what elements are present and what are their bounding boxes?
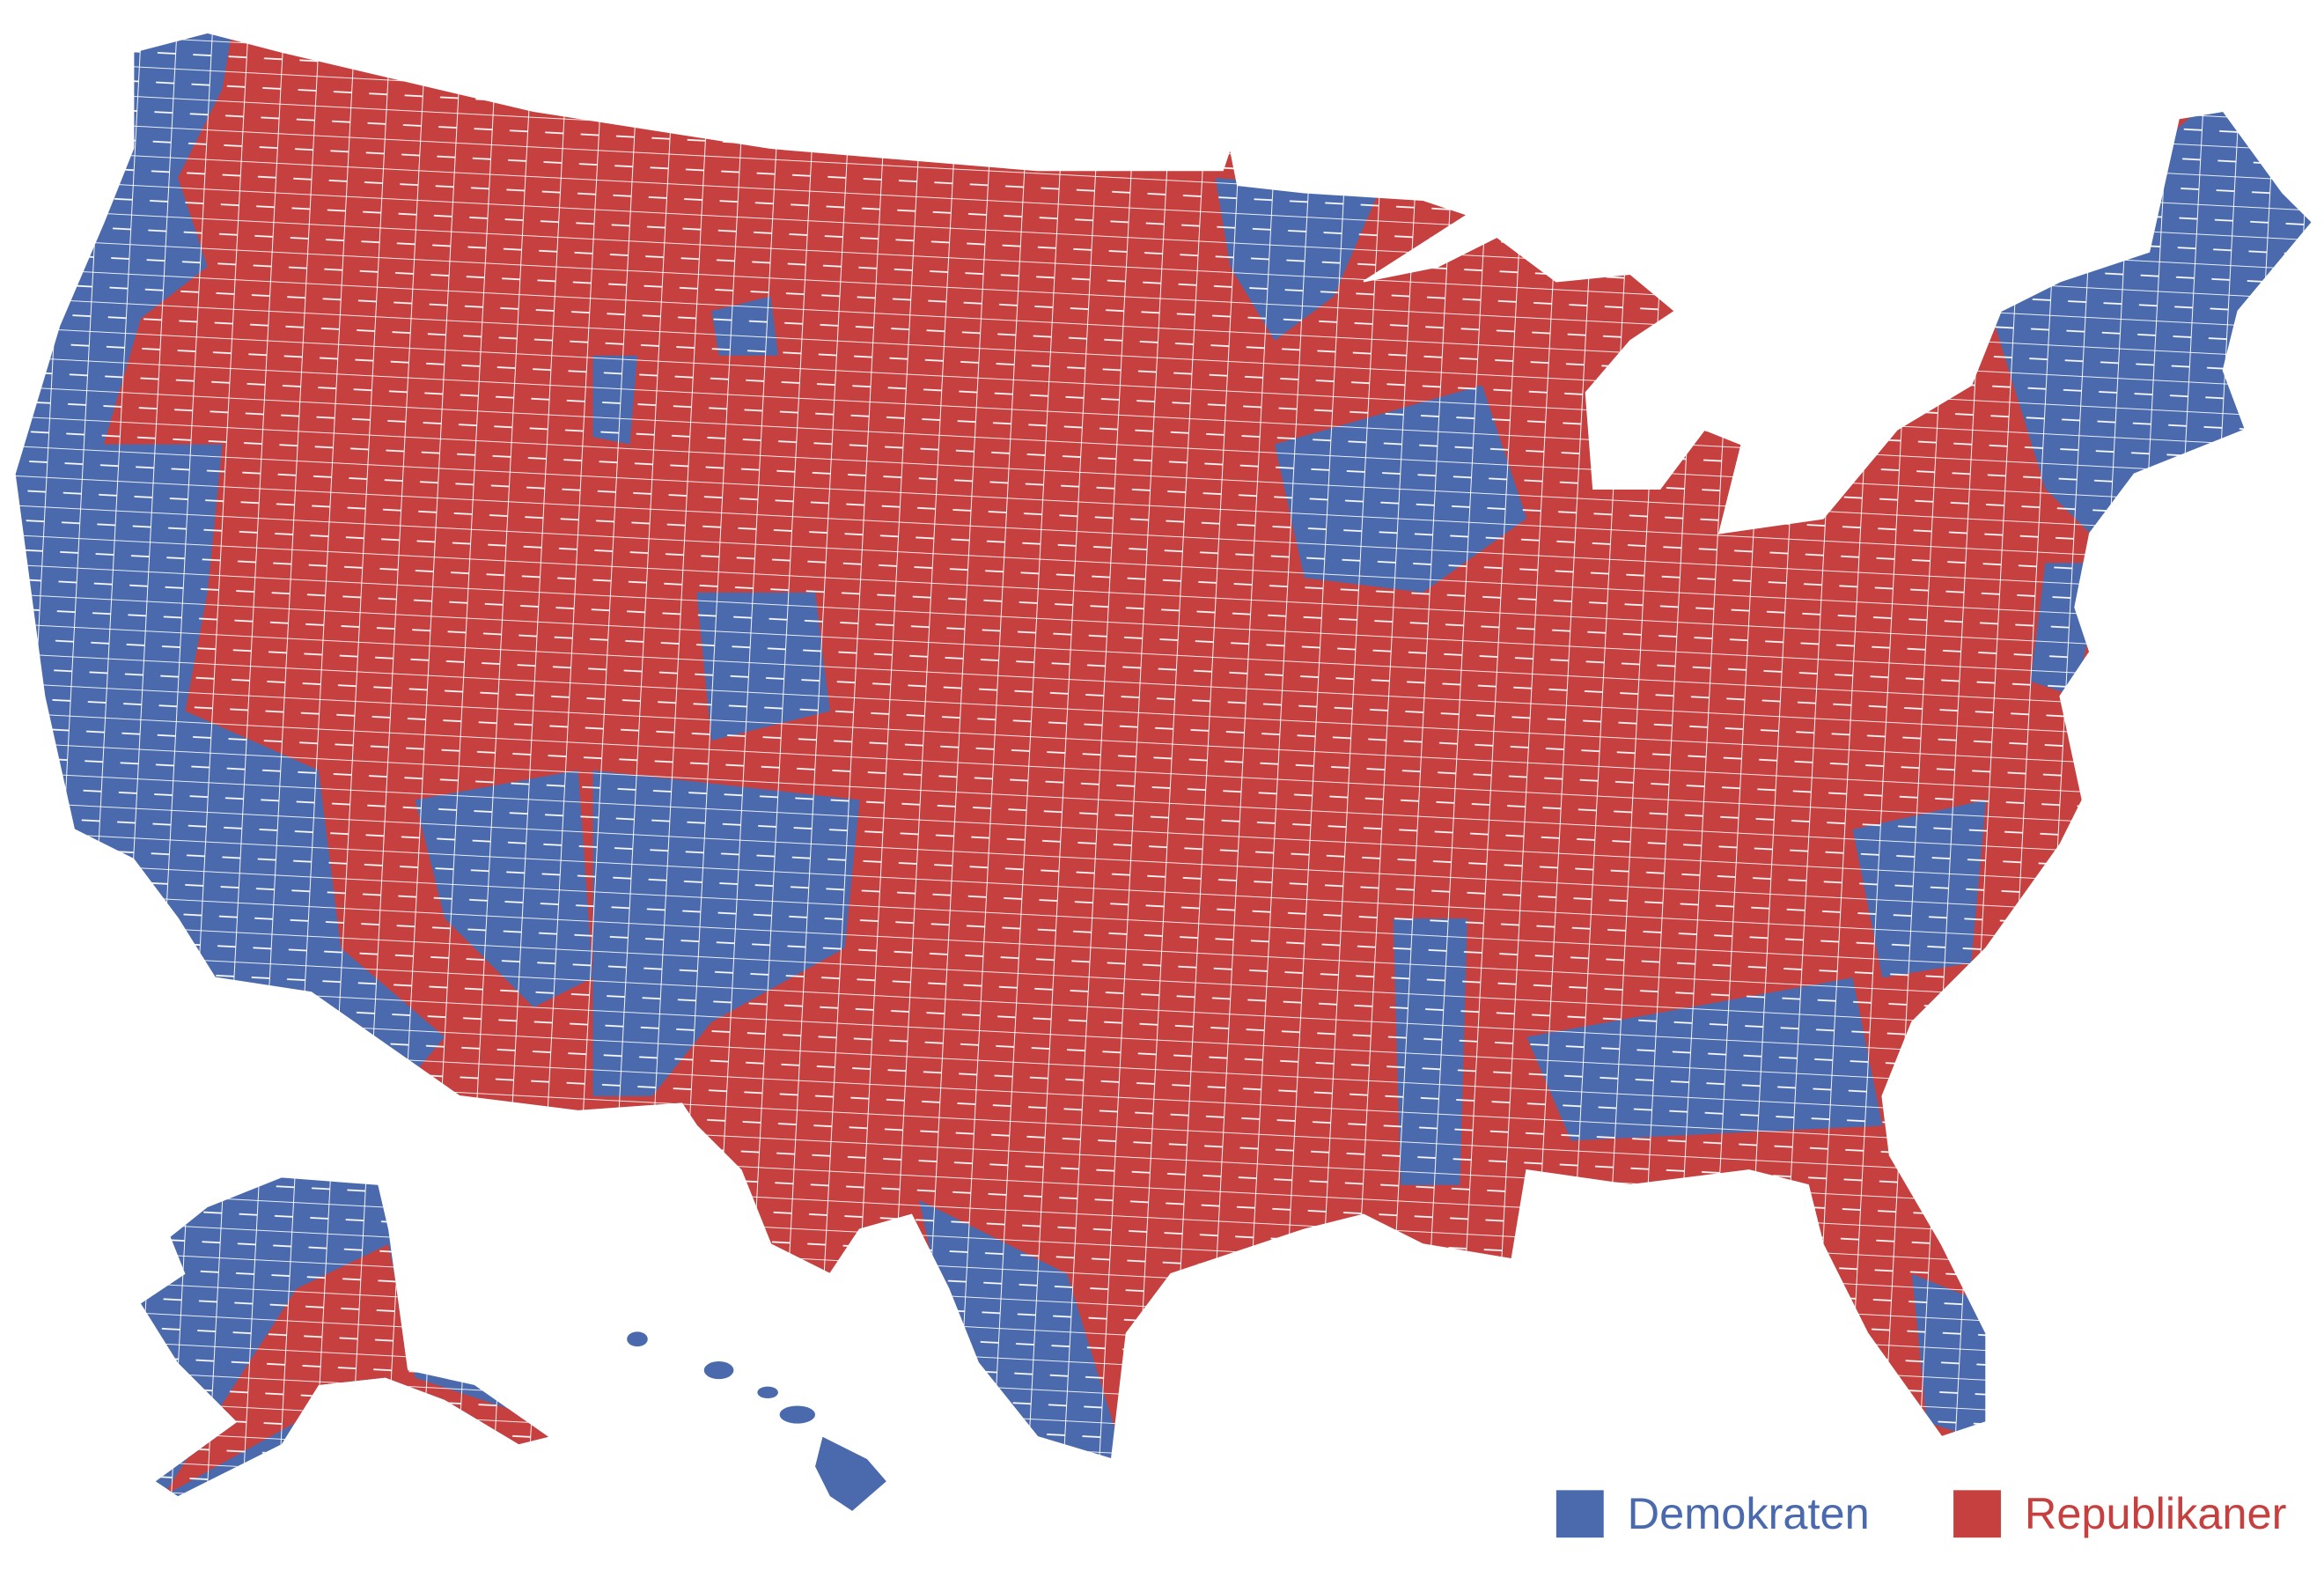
island <box>703 1360 734 1380</box>
legend-swatch <box>1953 1490 2001 1538</box>
alaska-borders <box>140 1177 548 1497</box>
legend-label: Demokraten <box>1628 1488 1870 1538</box>
alaska <box>140 1177 548 1497</box>
island <box>757 1386 778 1399</box>
legend-label: Republikaner <box>2025 1488 2287 1538</box>
island <box>779 1405 816 1424</box>
island <box>627 1331 648 1347</box>
legend-swatch <box>1555 1490 1604 1538</box>
legend: Demokraten Republikaner <box>1555 1488 2287 1538</box>
hawaii <box>627 1331 886 1511</box>
island <box>815 1436 886 1511</box>
